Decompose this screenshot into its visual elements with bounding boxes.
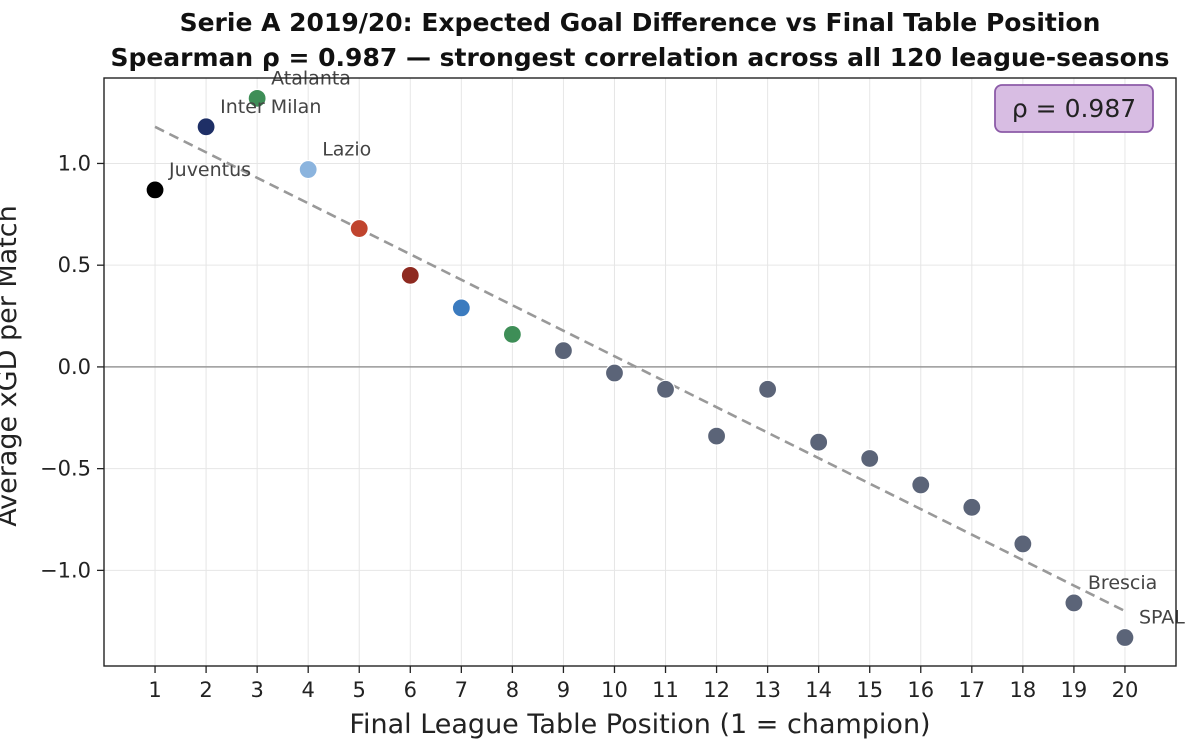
point-label: Lazio: [322, 139, 371, 161]
data-point: [604, 363, 625, 383]
x-axis-ticks: 1 2 3 4 5 6 7 8 9 10 11 12 13 14 15 16 17 18 19 20: [148, 666, 1138, 702]
x-tick-label: 9: [557, 678, 570, 702]
x-tick-label: 20: [1112, 678, 1139, 702]
x-tick-label: 11: [652, 678, 679, 702]
y-tick-label: −0.5: [40, 457, 91, 481]
data-point: [962, 497, 982, 517]
data-point: [758, 379, 778, 399]
x-tick-label: 13: [754, 678, 781, 702]
data-point: [400, 265, 420, 285]
x-tick-label: 4: [302, 678, 315, 702]
data-point: [247, 88, 267, 108]
point-label: Inter Milan: [220, 96, 321, 118]
data-point: [911, 475, 931, 495]
x-tick-label: 1: [148, 678, 161, 702]
rho-text: ρ = 0.987: [1012, 94, 1136, 123]
x-axis-label: Final League Table Position (1 = champio…: [349, 709, 930, 740]
data-points: [145, 88, 1135, 648]
chart-title: Serie A 2019/20: Expected Goal Differenc…: [180, 8, 1101, 37]
x-tick-label: 15: [856, 678, 883, 702]
x-tick-label: 14: [805, 678, 832, 702]
y-axis-label: Average xGD per Match: [0, 205, 23, 527]
data-point: [196, 117, 216, 137]
x-tick-label: 16: [907, 678, 934, 702]
x-tick-label: 10: [601, 678, 628, 702]
x-tick-label: 3: [250, 678, 263, 702]
x-tick-label: 12: [703, 678, 730, 702]
data-point: [706, 426, 727, 446]
data-point: [502, 324, 522, 344]
x-tick-label: 8: [506, 678, 519, 702]
point-label: Brescia: [1088, 572, 1157, 594]
x-tick-label: 7: [455, 678, 468, 702]
data-point: [145, 180, 165, 200]
rho-annotation: ρ = 0.987: [994, 84, 1154, 133]
data-point: [809, 432, 829, 452]
data-point: [655, 379, 676, 399]
y-tick-label: 1.0: [58, 151, 91, 175]
x-tick-label: 6: [404, 678, 417, 702]
x-tick-label: 2: [199, 678, 212, 702]
y-tick-label: 0.0: [58, 355, 91, 379]
data-point: [1064, 593, 1084, 613]
y-tick-label: −1.0: [40, 558, 91, 582]
x-tick-label: 17: [958, 678, 985, 702]
x-tick-label: 18: [1009, 678, 1036, 702]
data-point: [1115, 627, 1135, 648]
point-label: Juventus: [168, 159, 251, 181]
trend-line: [154, 125, 1126, 613]
rho-box: [994, 84, 1154, 133]
data-point: [860, 448, 880, 469]
y-tick-label: 0.5: [58, 253, 91, 277]
chart-subtitle: Spearman ρ = 0.987 — strongest correlati…: [110, 43, 1169, 72]
data-point: [298, 159, 318, 180]
grid: [104, 78, 1176, 666]
x-tick-label: 5: [353, 678, 366, 702]
x-tick-label: 19: [1061, 678, 1088, 702]
point-label: SPAL: [1139, 607, 1185, 629]
plot-area: [103, 77, 1177, 667]
data-point: [451, 298, 471, 318]
y-axis-ticks: −1.0 −0.5 0.0 0.5 1.0: [40, 151, 104, 582]
data-point: [349, 218, 369, 239]
data-point: [553, 341, 574, 361]
data-point: [1013, 534, 1033, 554]
